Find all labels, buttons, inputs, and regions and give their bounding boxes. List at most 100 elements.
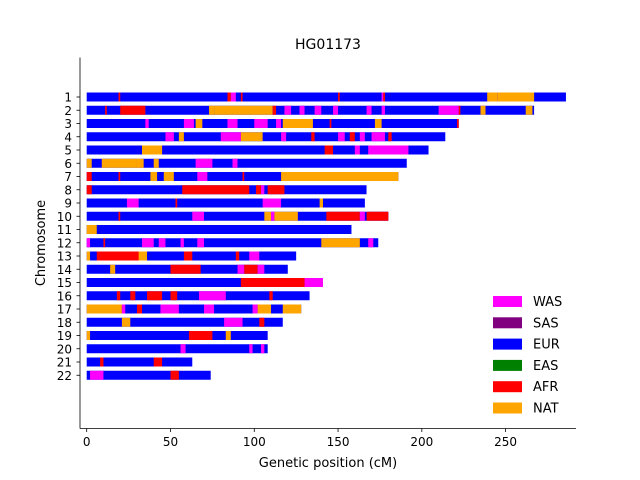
- chromosome-bar: [86, 225, 352, 234]
- ancestry-segment: [274, 211, 298, 221]
- ancestry-segment: [175, 198, 178, 208]
- ancestry-segment: [333, 105, 339, 115]
- ancestry-segment: [225, 331, 231, 340]
- ancestry-segment: [301, 278, 305, 287]
- ancestry-segment: [170, 291, 178, 301]
- ancestry-segment: [480, 105, 486, 115]
- ancestry-segment: [121, 317, 131, 327]
- chromosome-row: [86, 278, 323, 287]
- ancestry-segment: [525, 105, 533, 115]
- ancestry-segment: [180, 344, 186, 354]
- ancestry-segment: [257, 264, 265, 274]
- legend-label: SAS: [533, 316, 559, 331]
- y-tick-label: 22: [57, 369, 72, 383]
- ancestry-segment: [235, 251, 240, 261]
- y-tick-label: 16: [57, 289, 72, 303]
- ancestry-segment: [240, 278, 305, 287]
- y-tick-label: 14: [57, 263, 72, 277]
- chromosome-row: [86, 119, 459, 128]
- ancestry-segment: [240, 92, 243, 102]
- chromosome-row: [86, 370, 211, 380]
- ancestry-segment: [260, 185, 265, 195]
- y-tick-label: 9: [64, 197, 72, 211]
- x-tick-label: 150: [327, 435, 350, 449]
- ancestry-segment: [188, 331, 213, 340]
- y-tick-label: 20: [57, 342, 72, 356]
- ancestry-segment: [86, 331, 91, 340]
- ancestry-segment: [227, 92, 231, 102]
- chromosome-row: [86, 264, 288, 274]
- legend-entry: NAT: [493, 402, 559, 417]
- ancestry-segment: [86, 172, 92, 181]
- ancestry-segment: [197, 238, 204, 248]
- ancestry-segment: [86, 251, 91, 261]
- chromosome-row: [86, 317, 283, 327]
- ancestry-segment: [359, 211, 365, 221]
- ancestry-segment: [142, 238, 154, 248]
- chromosome-bar: [86, 211, 389, 221]
- chromosome-row: [86, 172, 399, 181]
- ancestry-segment: [126, 198, 139, 208]
- y-tick-label: 4: [64, 130, 72, 144]
- ancestry-segment: [304, 278, 310, 287]
- chromosome-row: [86, 158, 407, 168]
- y-tick-label: 19: [57, 329, 72, 343]
- ancestry-segment: [254, 119, 268, 128]
- ancestry-segment: [381, 92, 384, 102]
- ancestry-segment: [183, 251, 193, 261]
- ancestry-segment: [121, 304, 126, 314]
- y-tick-label: 15: [57, 276, 72, 290]
- ancestry-segment: [86, 304, 122, 314]
- ancestry-segment: [142, 145, 163, 155]
- legend-swatch: [493, 296, 522, 307]
- chromosome-row: [86, 92, 566, 102]
- x-tick-label: 100: [243, 435, 266, 449]
- ancestry-segment: [182, 185, 250, 195]
- ancestry-segment: [368, 145, 409, 155]
- chromosome-row: [86, 211, 389, 221]
- ancestry-segment: [354, 145, 360, 155]
- ancestry-segment: [145, 119, 149, 128]
- legend-label: EAS: [533, 359, 558, 374]
- ancestry-segment: [309, 278, 323, 287]
- ancestry-segment: [324, 145, 334, 155]
- y-tick-label: 8: [64, 183, 72, 197]
- ancestry-segment: [192, 211, 204, 221]
- ancestry-segment: [338, 92, 340, 102]
- ancestry-segment: [180, 238, 184, 248]
- chromosome-row: [86, 185, 367, 195]
- chromosome-bar: [86, 92, 566, 102]
- chromosome-bar: [86, 145, 429, 155]
- ancestry-segment: [281, 172, 399, 181]
- y-tick-label: 3: [64, 117, 72, 131]
- chromosome-bar: [86, 132, 446, 142]
- ancestry-segment: [197, 172, 208, 181]
- legend-entry: EAS: [493, 359, 558, 374]
- chromosome-row: [86, 238, 379, 248]
- ancestry-segment: [366, 105, 372, 115]
- ancestry-segment: [198, 291, 226, 301]
- chromosome-row: [86, 291, 310, 301]
- ancestry-segment: [319, 198, 323, 208]
- ancestry-segment: [487, 92, 498, 102]
- x-tick-label: 0: [83, 435, 91, 449]
- ancestry-segment: [311, 132, 315, 142]
- ancestry-segment: [138, 251, 148, 261]
- x-tick-label: 200: [410, 435, 433, 449]
- y-tick-label: 21: [57, 356, 72, 370]
- ancestry-segment: [204, 304, 215, 314]
- chromosome-bar: [86, 317, 283, 327]
- ancestry-segment: [321, 238, 360, 248]
- ancestry-segment: [314, 105, 322, 115]
- ancestry-segment: [255, 185, 261, 195]
- y-tick-label: 5: [64, 144, 72, 158]
- ancestry-segment: [209, 105, 215, 115]
- legend-swatch: [493, 402, 522, 414]
- ancestry-segment: [240, 132, 263, 142]
- ancestry-segment: [220, 132, 241, 142]
- ancestry-segment: [257, 304, 272, 314]
- legend: WAS SAS EUR EAS AFR NAT: [493, 295, 562, 417]
- ancestry-segment: [90, 370, 104, 380]
